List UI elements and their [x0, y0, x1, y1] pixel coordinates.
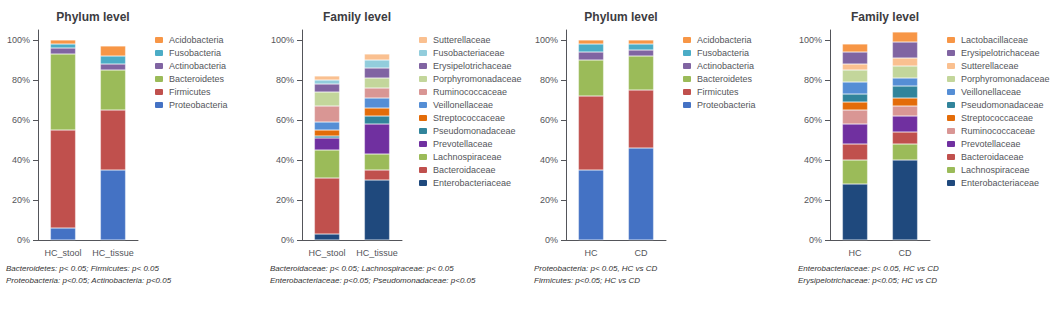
svg-text:Erysipelotrichaceae: Erysipelotrichaceae: [961, 48, 1040, 58]
svg-text:Erysipelotrichaceae: p<0.05; H: Erysipelotrichaceae: p<0.05; HC vs CD: [798, 276, 937, 285]
svg-text:60%: 60%: [276, 115, 294, 125]
svg-text:Bacteroidaceae: Bacteroidaceae: [433, 165, 496, 175]
svg-text:Lactobacillaceae: Lactobacillaceae: [961, 35, 1028, 45]
svg-text:Proteobacteria: Proteobacteria: [169, 100, 228, 110]
svg-text:0%: 0%: [281, 235, 294, 245]
svg-text:20%: 20%: [12, 195, 30, 205]
svg-text:HC_stool: HC_stool: [308, 248, 345, 258]
svg-text:Fusobacteriaceae: Fusobacteriaceae: [433, 48, 505, 58]
svg-text:Fusobacteria: Fusobacteria: [697, 48, 749, 58]
svg-text:20%: 20%: [540, 195, 558, 205]
svg-text:Sutterellaceae: Sutterellaceae: [433, 35, 491, 45]
svg-text:100%: 100%: [7, 35, 30, 45]
svg-text:100%: 100%: [535, 35, 558, 45]
svg-text:HC: HC: [585, 248, 598, 258]
svg-text:Prevotellaceae: Prevotellaceae: [961, 139, 1021, 149]
svg-text:Erysipelotrichaceae: Erysipelotrichaceae: [433, 61, 512, 71]
svg-text:Enterobacteriaceae: Enterobacteriaceae: [961, 178, 1039, 188]
svg-text:HC_tissue: HC_tissue: [356, 248, 398, 258]
svg-text:Bacteroidetes: Bacteroidetes: [697, 74, 753, 84]
svg-text:Firmicutes: Firmicutes: [169, 87, 211, 97]
svg-text:Bacteroidetes: p< 0.05; Firmic: Bacteroidetes: p< 0.05; Firmicutes: p< 0…: [6, 264, 160, 273]
svg-text:80%: 80%: [276, 75, 294, 85]
svg-text:Firmicutes: Firmicutes: [697, 87, 739, 97]
svg-text:Lachnospiraceae: Lachnospiraceae: [433, 152, 502, 162]
svg-text:Enterobacteriaceae: Enterobacteriaceae: [433, 178, 511, 188]
svg-text:Actinobacteria: Actinobacteria: [697, 61, 754, 71]
svg-text:CD: CD: [635, 248, 648, 258]
svg-text:Ruminococcaceae: Ruminococcaceae: [961, 126, 1035, 136]
svg-text:0%: 0%: [17, 235, 30, 245]
svg-text:100%: 100%: [271, 35, 294, 45]
svg-text:Proteobacteria: p< 0.05, HC vs: Proteobacteria: p< 0.05, HC vs CD: [534, 264, 658, 273]
svg-text:0%: 0%: [545, 235, 558, 245]
svg-text:Veillonellaceae: Veillonellaceae: [961, 87, 1021, 97]
svg-text:60%: 60%: [540, 115, 558, 125]
svg-text:Proteobacteria: p<0.05; Actino: Proteobacteria: p<0.05; Actinobacteria: …: [6, 276, 172, 285]
svg-text:Streptococcaceae: Streptococcaceae: [433, 113, 505, 123]
svg-text:60%: 60%: [804, 115, 822, 125]
svg-text:Bacteroidetes: Bacteroidetes: [169, 74, 225, 84]
svg-text:Bacteroidaceae: p< 0.05; Lachn: Bacteroidaceae: p< 0.05; Lachnospiraceae…: [270, 264, 454, 273]
svg-text:Prevotellaceae: Prevotellaceae: [433, 139, 493, 149]
svg-text:20%: 20%: [276, 195, 294, 205]
svg-text:Enterobacteriaceae: p< 0.05, H: Enterobacteriaceae: p< 0.05, HC vs CD: [798, 264, 939, 273]
svg-text:Actinobacteria: Actinobacteria: [169, 61, 226, 71]
svg-text:Sutterellaceae: Sutterellaceae: [961, 61, 1019, 71]
svg-text:Family level: Family level: [323, 10, 391, 24]
svg-text:Ruminococcaceae: Ruminococcaceae: [433, 87, 507, 97]
svg-text:80%: 80%: [804, 75, 822, 85]
svg-text:Veillonellaceae: Veillonellaceae: [433, 100, 493, 110]
svg-text:100%: 100%: [799, 35, 822, 45]
svg-text:Acidobacteria: Acidobacteria: [697, 35, 752, 45]
svg-text:20%: 20%: [804, 195, 822, 205]
svg-text:HC: HC: [849, 248, 862, 258]
svg-text:Fusobacteria: Fusobacteria: [169, 48, 221, 58]
svg-text:Phylum level: Phylum level: [584, 10, 657, 24]
svg-text:40%: 40%: [276, 155, 294, 165]
svg-text:Acidobacteria: Acidobacteria: [169, 35, 224, 45]
svg-text:HC_stool: HC_stool: [44, 248, 81, 258]
svg-text:Firmicutes: p<0.05; HC vs CD: Firmicutes: p<0.05; HC vs CD: [534, 276, 640, 285]
svg-text:Lachnospiraceae: Lachnospiraceae: [961, 165, 1030, 175]
svg-text:Pseudomonadaceae: Pseudomonadaceae: [961, 100, 1044, 110]
svg-text:Enterobacteriaceae: p<0.05; Ps: Enterobacteriaceae: p<0.05; Pseudomonada…: [270, 276, 476, 285]
svg-text:Pseudomonadaceae: Pseudomonadaceae: [433, 126, 516, 136]
svg-text:40%: 40%: [804, 155, 822, 165]
svg-text:Streptococcaceae: Streptococcaceae: [961, 113, 1033, 123]
svg-text:Porphyromonadaceae: Porphyromonadaceae: [961, 74, 1050, 84]
svg-text:0%: 0%: [809, 235, 822, 245]
svg-text:40%: 40%: [12, 155, 30, 165]
svg-text:40%: 40%: [540, 155, 558, 165]
svg-text:80%: 80%: [12, 75, 30, 85]
svg-text:Phylum level: Phylum level: [56, 10, 129, 24]
svg-text:Bacteroidaceae: Bacteroidaceae: [961, 152, 1024, 162]
svg-text:CD: CD: [899, 248, 912, 258]
svg-text:HC_tissue: HC_tissue: [92, 248, 134, 258]
svg-text:80%: 80%: [540, 75, 558, 85]
svg-text:Proteobacteria: Proteobacteria: [697, 100, 756, 110]
svg-text:Family level: Family level: [851, 10, 919, 24]
svg-text:60%: 60%: [12, 115, 30, 125]
svg-text:Porphyromonadaceae: Porphyromonadaceae: [433, 74, 522, 84]
